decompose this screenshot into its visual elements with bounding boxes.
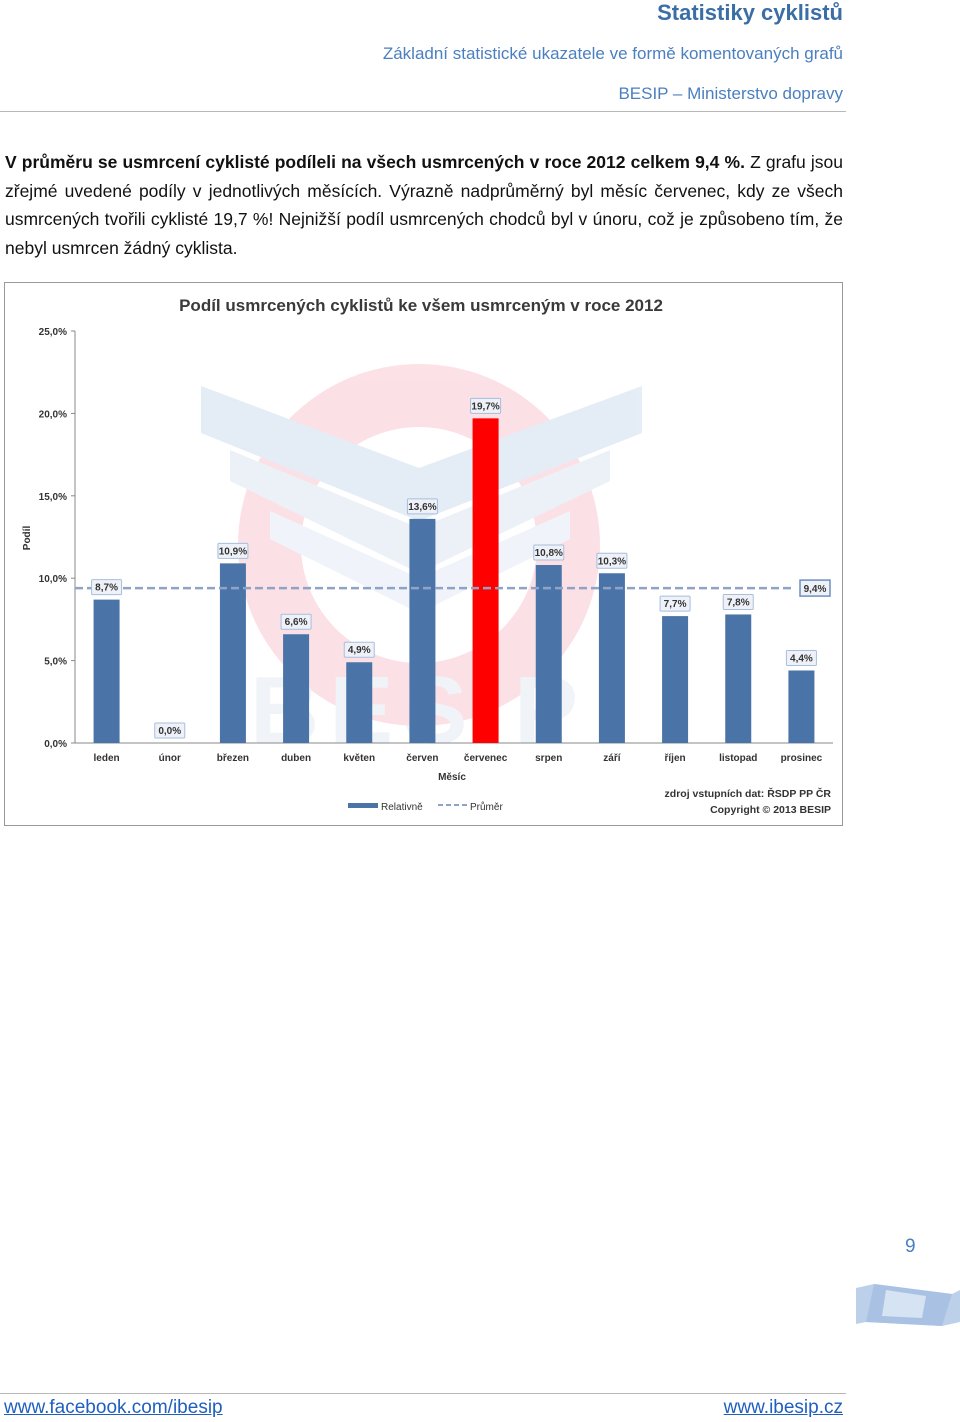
data-label-box bbox=[596, 552, 628, 569]
x-tick-label: srpen bbox=[535, 753, 562, 764]
average-label: 9,4% bbox=[804, 584, 827, 595]
y-tick-label: 5,0% bbox=[44, 657, 67, 668]
data-label: 10,9% bbox=[219, 546, 247, 557]
average-label-box bbox=[799, 579, 831, 597]
x-tick-label: červenec bbox=[464, 753, 508, 764]
y-tick-label: 0,0% bbox=[44, 739, 67, 750]
data-label-box bbox=[406, 498, 438, 515]
data-label: 0,0% bbox=[158, 726, 181, 737]
data-label: 10,3% bbox=[598, 556, 626, 567]
bar-březen bbox=[219, 563, 246, 743]
x-tick-label: prosinec bbox=[781, 753, 823, 764]
chart-legend: Relativně Průměr bbox=[348, 801, 503, 813]
y-tick-label: 15,0% bbox=[39, 492, 67, 503]
bar-leden bbox=[93, 599, 120, 743]
chart-container: BESIP 0,0%5,0%10,0%15,0%20,0%25,0% leden… bbox=[4, 282, 843, 826]
data-label-box bbox=[217, 542, 249, 559]
paragraph-bold: V průměru se usmrcení cyklisté podíleli … bbox=[5, 152, 745, 172]
x-tick-label: září bbox=[603, 753, 621, 764]
x-tick-label: květen bbox=[343, 753, 375, 764]
bar-červenec bbox=[472, 418, 499, 743]
data-label: 6,6% bbox=[285, 617, 308, 628]
data-label: 7,7% bbox=[664, 599, 687, 610]
data-label-box bbox=[659, 595, 691, 612]
footer-divider bbox=[0, 1393, 846, 1394]
chart-title: Podíl usmrcených cyklistů ke všem usmrce… bbox=[179, 296, 663, 315]
bar-červen bbox=[409, 518, 436, 743]
data-label: 4,4% bbox=[790, 653, 813, 664]
bar-květen bbox=[346, 662, 373, 743]
data-label: 19,7% bbox=[471, 401, 499, 412]
data-label-box bbox=[470, 397, 502, 414]
facebook-link[interactable]: www.facebook.com/ibesip bbox=[4, 1397, 223, 1418]
x-tick-label: říjen bbox=[665, 753, 686, 764]
data-label-box bbox=[280, 613, 312, 630]
data-label: 4,9% bbox=[348, 645, 371, 656]
data-label-box bbox=[785, 649, 817, 666]
header-divider bbox=[0, 111, 846, 112]
data-label: 13,6% bbox=[408, 502, 436, 513]
website-link[interactable]: www.ibesip.cz bbox=[723, 1397, 843, 1418]
page-number: 9 bbox=[905, 1236, 916, 1257]
data-label-box bbox=[154, 722, 186, 739]
x-tick-label: listopad bbox=[719, 753, 757, 764]
bar-chart: BESIP 0,0%5,0%10,0%15,0%20,0%25,0% leden… bbox=[22, 296, 833, 816]
document-subtitle: Základní statistické ukazatele ve formě … bbox=[382, 44, 843, 63]
y-tick-label: 25,0% bbox=[39, 327, 67, 338]
x-tick-label: duben bbox=[281, 753, 311, 764]
bar-prosinec bbox=[788, 670, 815, 743]
chart-labels: leden 8,7% únor 0,0% březen 10,9% duben 6,6% kvě… bbox=[91, 397, 831, 764]
y-tick-label: 20,0% bbox=[39, 409, 67, 420]
data-label-box bbox=[533, 544, 565, 561]
page-corner-decoration bbox=[856, 1284, 960, 1326]
data-label: 10,8% bbox=[535, 548, 563, 559]
bar-listopad bbox=[725, 614, 752, 743]
y-tick-label: 10,0% bbox=[39, 574, 67, 585]
source-note: zdroj vstupních dat: ŘSDP PP ČR bbox=[665, 787, 832, 800]
document-organization: BESIP – Ministerstvo dopravy bbox=[618, 84, 843, 103]
legend-label-average: Průměr bbox=[470, 801, 503, 813]
body-paragraph: V průměru se usmrcení cyklisté podíleli … bbox=[5, 148, 843, 262]
document-title: Statistiky cyklistů bbox=[657, 0, 843, 25]
x-tick-label: červen bbox=[406, 753, 438, 764]
legend-swatch-relative bbox=[348, 803, 378, 808]
bar-říjen bbox=[662, 616, 689, 743]
paragraph-text: Z grafu jsou zřejmé uvedené podíly v jed… bbox=[5, 152, 843, 258]
chart-axes: 0,0% 5,0% 10,0% 15,0% 20,0% 25,0% bbox=[39, 327, 833, 750]
copyright-note: Copyright © 2013 BESIP bbox=[710, 804, 831, 816]
x-tick-label: leden bbox=[94, 753, 120, 764]
data-label-box bbox=[722, 593, 754, 610]
data-label: 7,8% bbox=[727, 597, 750, 608]
data-label-box bbox=[343, 641, 375, 658]
x-tick-label: březen bbox=[217, 753, 249, 764]
data-label-box bbox=[91, 579, 123, 596]
bar-srpen bbox=[535, 565, 562, 743]
chart-bars bbox=[75, 418, 815, 743]
x-axis-label: Měsíc bbox=[438, 772, 466, 783]
x-tick-label: únor bbox=[159, 753, 181, 764]
y-axis-label: Podíl bbox=[22, 526, 33, 551]
bar-duben bbox=[283, 634, 310, 743]
data-label: 8,7% bbox=[95, 583, 118, 594]
legend-label-relative: Relativně bbox=[381, 802, 423, 813]
bar-září bbox=[598, 573, 625, 743]
